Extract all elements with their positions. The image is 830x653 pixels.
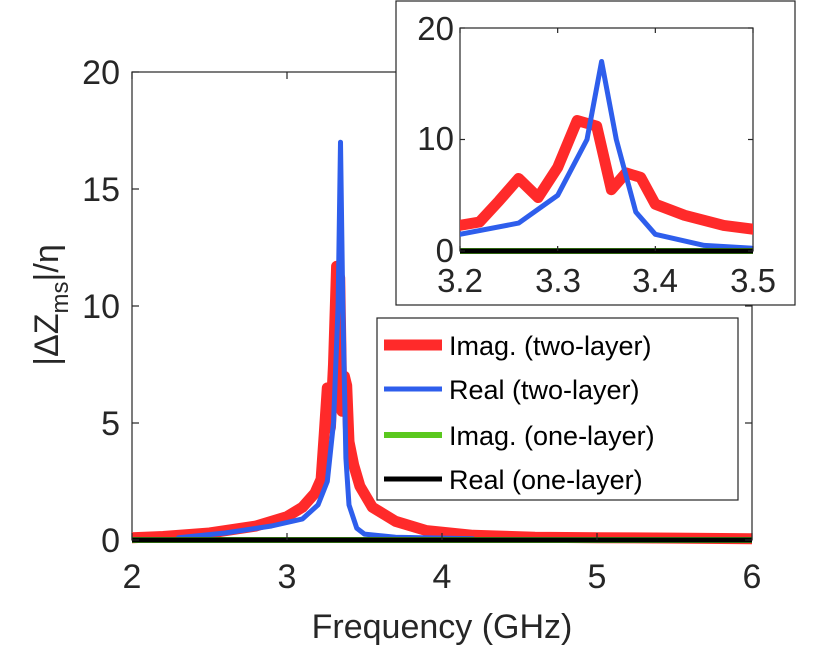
legend-label: Imag. (one-layer)	[449, 421, 655, 451]
y-tick-label: 0	[101, 522, 120, 560]
y-axis-label-main: |ΔZ	[28, 313, 66, 365]
y-tick-label: 10	[82, 288, 120, 326]
x-tick-label: 4	[433, 558, 452, 596]
legend: Imag. (two-layer) Real (two-layer) Imag.…	[376, 317, 739, 501]
legend-label: Real (one-layer)	[449, 465, 643, 495]
x-axis-label: Frequency (GHz)	[312, 608, 573, 646]
y-tick-label: 5	[101, 405, 120, 443]
y-tick-label: 15	[82, 171, 120, 209]
inset-x-tick-label: 3.3	[535, 262, 581, 299]
x-tick-label: 5	[588, 558, 607, 596]
main-series-line-1	[132, 260, 752, 545]
y-axis-label-sub: ms	[47, 281, 74, 313]
main-series-line-2	[176, 139, 476, 542]
inset-x-tick-label: 3.2	[437, 262, 483, 299]
inset-plot-area	[459, 27, 754, 252]
y-axis-label-tail: |/η	[28, 244, 66, 281]
x-tick-label: 2	[123, 558, 142, 596]
legend-label: Imag. (two-layer)	[449, 331, 652, 361]
x-tick-label: 3	[278, 558, 297, 596]
inset-y-tick-label: 10	[417, 120, 454, 157]
y-axis-label: |ΔZms|/η	[28, 244, 74, 366]
inset-x-tick-label: 3.5	[730, 262, 776, 299]
inset-series-line-2	[460, 59, 753, 251]
y-tick-label: 20	[82, 54, 120, 92]
inset-y-tick-label: 0	[436, 232, 454, 269]
legend-label: Real (two-layer)	[449, 375, 640, 405]
inset-series-line-1	[460, 115, 753, 235]
inset-x-tick-label: 3.4	[632, 262, 678, 299]
inset-y-tick-label: 20	[417, 10, 454, 47]
x-tick-label: 6	[743, 558, 762, 596]
inset-chart: 0 10 20 3.2 3.3 3.4 3.5	[395, 0, 796, 306]
